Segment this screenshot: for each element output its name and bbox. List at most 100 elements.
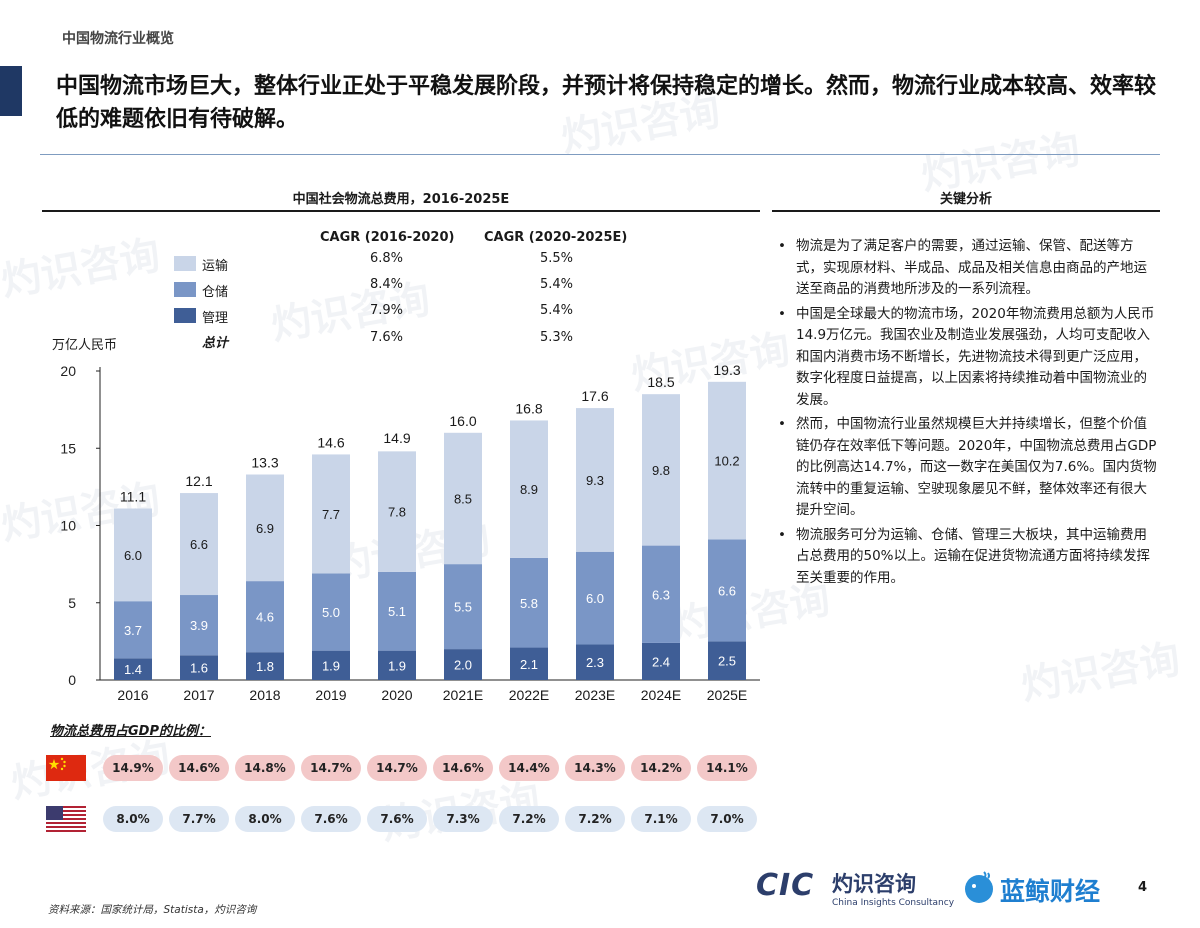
cagr-header-2016-2020: CAGR (2016-2020): [320, 230, 455, 245]
bar-segment-label: 1.9: [322, 658, 340, 673]
bar-segment: [114, 658, 152, 680]
usa-flag-icon: [46, 806, 86, 832]
bar-total-label: 12.1: [185, 473, 212, 489]
source-note: 资料来源：国家统计局，Statista，灼识咨询: [48, 904, 257, 916]
bar-segment-label: 5.5: [454, 600, 472, 615]
bar-segment-label: 2.0: [454, 658, 472, 673]
bar-segment: [510, 647, 548, 680]
key-analysis-bullet: 物流是为了满足客户的需要，通过运输、保管、配送等方式，实现原材料、半成品、成品及…: [774, 236, 1158, 301]
bar-segment-label: 5.1: [388, 604, 406, 619]
lanjing-logo-text: 蓝鲸财经: [1000, 877, 1101, 906]
chart-title: 中国社会物流总费用，2016-2025E: [292, 192, 510, 207]
whale-icon: [965, 871, 993, 903]
bar-segment-label: 6.0: [586, 591, 604, 606]
key-analysis-bullet: 然而，中国物流行业虽然规模巨大并持续增长，但整个价值链仍存在效率低下等问题。20…: [774, 414, 1158, 522]
bar-segment-label: 9.8: [652, 463, 670, 478]
bar-segment: [246, 474, 284, 582]
gdp-ratio-pill: 7.3%: [433, 806, 493, 832]
bar-total-label: 16.0: [449, 413, 476, 429]
bar-total-label: 19.3: [713, 362, 740, 378]
section-label: 中国物流行业概览: [62, 31, 174, 47]
bar-segment-label: 2.4: [652, 654, 670, 669]
legend-label-management: 管理: [202, 311, 229, 326]
bar-segment-label: 5.8: [520, 596, 538, 611]
chart-title-underline: [42, 210, 760, 212]
cagr-value: 6.8%: [370, 251, 404, 266]
bar-segment: [576, 644, 614, 680]
y-tick-label: 20: [60, 363, 76, 379]
key-analysis-underline: [772, 210, 1160, 212]
bar-segment: [246, 581, 284, 653]
china-flag-icon: [46, 755, 86, 781]
bar-total-label: 18.5: [647, 374, 674, 390]
gdp-ratio-pill: 14.6%: [433, 755, 493, 781]
gdp-ratio-pill: 14.7%: [367, 755, 427, 781]
bar-segment: [180, 595, 218, 656]
bar-segment: [642, 642, 680, 680]
lanjing-logo: 蓝鲸财经: [962, 866, 1132, 912]
cagr-value: 7.6%: [370, 330, 404, 345]
bar-segment: [642, 545, 680, 643]
bar-segment-label: 3.9: [190, 618, 208, 633]
bar-segment: [708, 641, 746, 680]
bar-segment: [642, 394, 680, 546]
bar-segment-label: 9.3: [586, 473, 604, 488]
bar-total-label: 13.3: [251, 455, 278, 471]
watermark-text: 灼识咨询: [1017, 636, 1184, 710]
x-tick-label: 2023E: [575, 687, 615, 703]
bar-segment: [708, 539, 746, 642]
bar-segment: [510, 420, 548, 558]
bar-segment-label: 8.5: [454, 491, 472, 506]
legend-swatch-management: [174, 308, 196, 323]
gdp-ratio-pill: 14.1%: [697, 755, 757, 781]
x-tick-label: 2022E: [509, 687, 549, 703]
cic-logo-en: China Insights Consultancy: [832, 898, 955, 908]
y-tick-label: 15: [60, 440, 76, 456]
x-tick-label: 2017: [183, 687, 214, 703]
cic-logo: CIC 灼识咨询 China Insights Consultancy: [756, 866, 954, 912]
cic-logo-cn: 灼识咨询: [832, 872, 916, 896]
cic-logo-mark: CIC: [756, 868, 815, 903]
x-tick-label: 2021E: [443, 687, 483, 703]
cagr-value: 5.4%: [540, 277, 574, 292]
bar-segment: [180, 493, 218, 596]
bar-segment: [312, 573, 350, 651]
bar-segment-label: 2.3: [586, 655, 604, 670]
key-analysis-bullet: 物流服务可分为运输、仓储、管理三大板块，其中运输费用占总费用的50%以上。运输在…: [774, 525, 1158, 590]
bar-segment: [378, 650, 416, 680]
bar-segment-label: 6.9: [256, 521, 274, 536]
bar-segment: [180, 655, 218, 680]
cagr-value: 5.5%: [540, 251, 574, 266]
x-tick-label: 2019: [315, 687, 346, 703]
x-tick-label: 2016: [117, 687, 148, 703]
page-number: 4: [1138, 880, 1148, 895]
x-tick-label: 2020: [381, 687, 412, 703]
bar-segment-label: 4.6: [256, 610, 274, 625]
x-tick-label: 2024E: [641, 687, 681, 703]
bar-segment: [444, 432, 482, 565]
bar-segment: [576, 408, 614, 552]
y-tick-label: 0: [68, 672, 76, 688]
bar-segment: [444, 564, 482, 650]
bar-total-label: 14.6: [317, 434, 344, 450]
bar-total-label: 17.6: [581, 388, 608, 404]
bar-segment-label: 1.9: [388, 658, 406, 673]
bar-segment-label: 1.8: [256, 659, 274, 674]
gdp-ratio-pill: 7.2%: [499, 806, 559, 832]
bar-segment: [246, 652, 284, 680]
cagr-value: 7.9%: [370, 303, 404, 318]
bar-segment: [444, 649, 482, 680]
gdp-ratio-title: 物流总费用占GDP的比例：: [50, 724, 211, 739]
bar-segment: [708, 381, 746, 540]
cagr-value: 5.4%: [540, 303, 574, 318]
bar-segment: [576, 551, 614, 645]
gdp-ratio-pill: 14.7%: [301, 755, 361, 781]
bar-segment-label: 6.6: [718, 583, 736, 598]
gdp-ratio-pill: 7.6%: [367, 806, 427, 832]
key-analysis-list: 物流是为了满足客户的需要，通过运输、保管、配送等方式，实现原材料、半成品、成品及…: [774, 236, 1158, 592]
gdp-ratio-pill: 14.3%: [565, 755, 625, 781]
gdp-ratio-pill: 7.0%: [697, 806, 757, 832]
gdp-ratio-pill: 7.1%: [631, 806, 691, 832]
bar-segment: [312, 454, 350, 574]
bar-segment: [378, 571, 416, 651]
